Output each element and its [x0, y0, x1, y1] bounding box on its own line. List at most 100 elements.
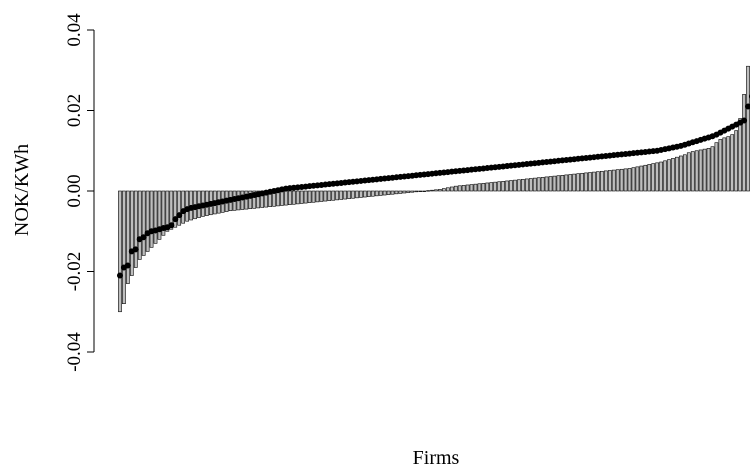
bar — [141, 190, 146, 256]
bar — [430, 189, 434, 192]
bar — [702, 148, 707, 192]
bar — [580, 172, 584, 192]
bar — [165, 190, 170, 232]
bar — [118, 190, 122, 313]
bar — [315, 190, 320, 203]
bar — [639, 165, 644, 192]
data-point — [172, 216, 179, 223]
bar — [394, 190, 399, 195]
bar — [295, 190, 300, 205]
bar — [521, 179, 525, 192]
bar — [331, 190, 336, 201]
bar — [126, 190, 130, 284]
bar — [149, 190, 154, 248]
bar — [153, 190, 158, 244]
data-point — [176, 212, 183, 219]
bar — [667, 159, 671, 192]
y-axis: -0.04 -0.02 0.00 0.02 0.04 — [64, 13, 95, 372]
bar — [635, 166, 640, 192]
bar — [600, 170, 604, 192]
bar — [568, 174, 573, 192]
bar — [603, 170, 608, 192]
bar — [497, 181, 502, 192]
bar — [536, 177, 541, 192]
bar — [548, 176, 553, 192]
bar — [327, 190, 332, 201]
bar — [513, 179, 517, 192]
bar — [588, 172, 592, 192]
bar — [564, 174, 569, 192]
bar — [133, 190, 138, 268]
bar — [742, 94, 746, 192]
bar — [477, 183, 482, 192]
bar — [489, 182, 494, 192]
bar — [540, 177, 545, 192]
bar — [505, 180, 509, 192]
bar — [663, 160, 667, 192]
bar — [398, 190, 403, 194]
bar — [679, 155, 683, 192]
bar — [722, 137, 727, 192]
bar — [517, 179, 521, 192]
bar — [438, 189, 442, 192]
bar — [122, 190, 126, 304]
bar — [343, 190, 347, 200]
bar — [406, 190, 411, 193]
bar — [611, 169, 616, 192]
y-axis-title: NOK/KWh — [11, 144, 33, 236]
bar — [181, 190, 186, 224]
bar — [453, 185, 458, 192]
bar — [323, 190, 328, 202]
bar — [366, 190, 371, 197]
bar — [418, 190, 423, 192]
bar — [572, 173, 577, 192]
bar — [528, 178, 533, 192]
bar — [303, 190, 308, 204]
bar — [252, 190, 257, 209]
bar — [746, 65, 750, 192]
bar — [311, 190, 316, 203]
bar — [177, 190, 182, 226]
bar — [560, 175, 565, 192]
data-point — [741, 117, 748, 124]
bar — [509, 180, 513, 192]
bar — [576, 173, 581, 192]
bar — [623, 168, 628, 192]
bar — [339, 190, 344, 200]
bar — [449, 186, 454, 192]
bar — [445, 187, 450, 192]
bar — [718, 139, 723, 192]
data-point — [168, 222, 175, 229]
bar — [434, 189, 438, 192]
bar — [386, 190, 391, 195]
bar — [402, 190, 407, 194]
bar — [647, 164, 652, 192]
bar — [335, 190, 340, 201]
bar — [481, 183, 486, 192]
y-tick-label: 0.00 — [64, 174, 85, 207]
bar — [592, 171, 596, 192]
bar — [414, 190, 419, 193]
bar — [410, 190, 415, 193]
bar — [584, 172, 588, 192]
bar — [442, 188, 446, 192]
bar — [682, 154, 687, 192]
data-point — [124, 262, 131, 269]
bar — [129, 190, 134, 276]
bar — [351, 190, 355, 199]
bar — [690, 151, 695, 192]
bar — [627, 168, 632, 192]
bar — [145, 190, 150, 252]
bar — [686, 152, 691, 192]
bar — [378, 190, 383, 196]
y-tick-label: 0.02 — [64, 94, 85, 127]
bar — [422, 190, 426, 192]
bar — [734, 130, 739, 192]
bar — [374, 190, 379, 197]
bar — [615, 169, 620, 192]
bar — [485, 182, 490, 192]
y-tick-label: 0.04 — [64, 13, 85, 47]
bar — [347, 190, 351, 199]
bar — [655, 162, 660, 192]
